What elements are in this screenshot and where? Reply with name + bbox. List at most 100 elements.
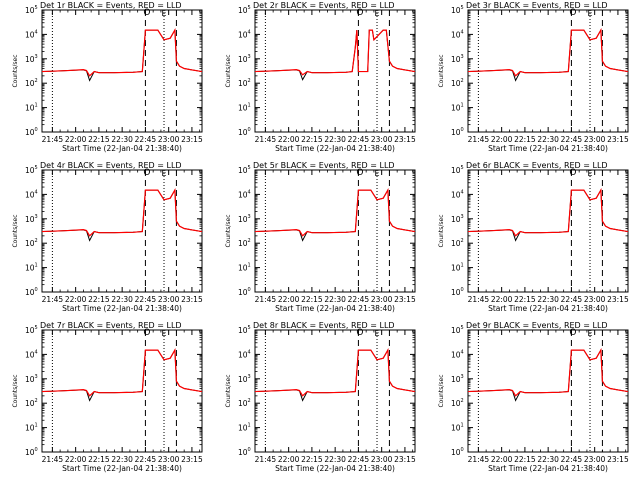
y-tick-label: 105 (25, 325, 38, 335)
x-axis-label: Start Time (22-Jan-04 21:38:40) (62, 304, 182, 313)
y-tick-label: 105 (25, 5, 38, 15)
attenuator-marker-circle: O (569, 8, 576, 18)
y-tick-label: 102 (25, 398, 38, 408)
detector-panel-7: Det 7r BLACK = Events, RED = LLD 100 101 10… (12, 321, 203, 473)
x-tick-label: 22:45 (135, 455, 157, 464)
y-tick-label: 100 (238, 127, 251, 137)
y-tick-label: 101 (451, 423, 464, 433)
x-tick-label: 22:15 (301, 295, 323, 304)
y-tick-label: 104 (238, 189, 251, 199)
y-axis-label: Counts/sec (12, 374, 19, 407)
x-tick-label: 22:30 (324, 455, 346, 464)
y-tick-label: 100 (451, 127, 464, 137)
lld-series-line (41, 188, 203, 237)
lld-series-line (254, 29, 416, 76)
y-tick-label: 100 (25, 127, 38, 137)
panel-title: Det 4r BLACK = Events, RED = LLD (40, 161, 182, 170)
y-tick-label: 105 (25, 165, 38, 175)
y-tick-label: 103 (451, 54, 464, 64)
y-tick-label: 105 (238, 325, 251, 335)
x-tick-label: 21:45 (42, 135, 64, 144)
y-axis-label: Counts/sec (225, 214, 232, 247)
attenuator-marker-e: E (587, 169, 592, 178)
x-tick-label: 22:45 (135, 135, 157, 144)
x-tick-label: 21:45 (255, 295, 277, 304)
x-axis-label: Start Time (22-Jan-04 21:38:40) (275, 464, 395, 473)
x-axis-label: Start Time (22-Jan-04 21:38:40) (488, 464, 608, 473)
x-tick-label: 22:00 (491, 455, 513, 464)
x-tick-label: 21:45 (468, 135, 490, 144)
x-tick-label: 22:00 (278, 135, 300, 144)
x-tick-label: 22:15 (301, 455, 323, 464)
y-tick-label: 103 (25, 374, 38, 384)
panel-title: Det 2r BLACK = Events, RED = LLD (253, 1, 395, 10)
y-tick-label: 103 (238, 214, 251, 224)
y-tick-label: 101 (238, 423, 251, 433)
y-tick-label: 103 (451, 374, 464, 384)
y-tick-label: 100 (25, 447, 38, 457)
lld-series-line (254, 348, 416, 397)
x-tick-label: 22:00 (65, 135, 87, 144)
x-tick-label: 22:30 (537, 455, 559, 464)
attenuator-marker-e: E (374, 329, 379, 338)
y-axis-label: Counts/sec (225, 374, 232, 407)
attenuator-marker-e: E (374, 169, 379, 178)
y-tick-label: 105 (451, 5, 464, 15)
attenuator-marker-e: E (161, 329, 166, 338)
y-tick-label: 103 (238, 374, 251, 384)
x-tick-label: 22:30 (324, 295, 346, 304)
y-tick-label: 102 (451, 78, 464, 88)
detector-panel-1: Det 1r BLACK = Events, RED = LLD 100 101 10… (12, 1, 203, 153)
x-tick-label: 21:45 (468, 455, 490, 464)
x-tick-label: 23:15 (607, 295, 629, 304)
y-tick-label: 101 (25, 103, 38, 113)
x-tick-label: 22:45 (561, 455, 583, 464)
x-tick-label: 22:45 (135, 295, 157, 304)
y-tick-label: 101 (451, 263, 464, 273)
x-tick-label: 21:45 (468, 295, 490, 304)
x-tick-label: 22:30 (111, 295, 133, 304)
panel-title: Det 8r BLACK = Events, RED = LLD (253, 321, 395, 330)
y-tick-label: 101 (25, 423, 38, 433)
x-tick-label: 22:00 (491, 135, 513, 144)
y-tick-label: 104 (238, 349, 251, 359)
x-tick-label: 23:00 (371, 455, 393, 464)
x-axis-label: Start Time (22-Jan-04 21:38:40) (275, 144, 395, 153)
attenuator-marker-circle: O (143, 8, 150, 18)
attenuator-marker-e: E (161, 169, 166, 178)
x-tick-label: 23:00 (371, 295, 393, 304)
y-tick-label: 102 (238, 238, 251, 248)
y-tick-label: 102 (238, 78, 251, 88)
x-tick-label: 22:30 (324, 135, 346, 144)
y-tick-label: 101 (238, 263, 251, 273)
x-tick-label: 22:00 (491, 295, 513, 304)
lld-series-line (41, 348, 203, 397)
x-tick-label: 22:00 (278, 295, 300, 304)
attenuator-marker-e: E (587, 9, 592, 18)
y-tick-label: 101 (451, 103, 464, 113)
panel-title: Det 9r BLACK = Events, RED = LLD (466, 321, 608, 330)
panel-title: Det 7r BLACK = Events, RED = LLD (40, 321, 182, 330)
attenuator-marker-circle: O (356, 8, 363, 18)
y-tick-label: 101 (238, 103, 251, 113)
x-tick-label: 23:15 (394, 135, 416, 144)
detector-panel-3: Det 3r BLACK = Events, RED = LLD 100 101 10… (438, 1, 629, 153)
x-tick-label: 23:15 (181, 455, 203, 464)
x-tick-label: 22:15 (514, 135, 536, 144)
attenuator-marker-e: E (374, 9, 379, 18)
x-tick-label: 23:00 (158, 455, 180, 464)
x-tick-label: 22:45 (348, 455, 370, 464)
attenuator-marker-e: E (587, 329, 592, 338)
lld-series-line (254, 188, 416, 237)
y-tick-label: 103 (25, 214, 38, 224)
y-axis-label: Counts/sec (12, 54, 19, 87)
lld-series-line (467, 28, 629, 77)
x-tick-label: 23:00 (584, 135, 606, 144)
y-tick-label: 100 (238, 447, 251, 457)
y-tick-label: 103 (451, 214, 464, 224)
attenuator-marker-circle: O (356, 328, 363, 338)
attenuator-marker-e: E (161, 9, 166, 18)
x-tick-label: 22:15 (88, 135, 110, 144)
y-tick-label: 100 (25, 287, 38, 297)
x-tick-label: 22:15 (88, 455, 110, 464)
